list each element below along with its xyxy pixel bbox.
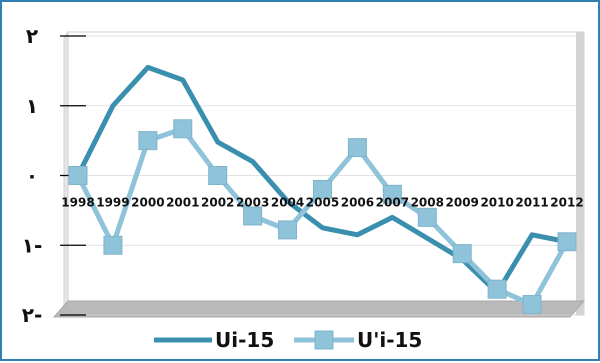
series-marker	[103, 235, 123, 255]
y-tick-label: ٢	[26, 24, 38, 48]
series-marker	[278, 220, 298, 240]
x-tick-label: 2006	[341, 196, 374, 210]
legend: Ui-15 U'i-15	[144, 320, 432, 358]
x-tick-label: 2010	[480, 196, 513, 210]
plot-walls	[52, 30, 586, 318]
side-wall	[63, 30, 69, 318]
y-tick-label: ٠	[26, 164, 38, 188]
series-group	[68, 64, 577, 315]
y-tick-label: ١	[26, 94, 38, 118]
legend-label: U'i-15	[357, 328, 422, 352]
legend-label: Ui-15	[215, 328, 274, 352]
series-marker	[452, 244, 472, 264]
chart-floor	[52, 300, 586, 318]
x-tick-label: 2012	[550, 196, 583, 210]
x-tick-label: 2002	[201, 196, 234, 210]
x-tick-label: 2009	[446, 196, 479, 210]
right-wall	[576, 32, 584, 315]
x-tick-label: 1999	[96, 196, 129, 210]
y-tick-label: ١-	[22, 233, 43, 257]
series-marker	[68, 166, 88, 185]
series-marker	[313, 179, 332, 199]
y-tick-label: ٢-	[22, 303, 43, 327]
series-marker	[173, 119, 193, 139]
series-marker	[382, 184, 402, 204]
series-line	[75, 64, 570, 296]
x-tick-label: 2001	[166, 196, 199, 210]
x-tick-label: 1998	[61, 196, 94, 210]
series-marker	[138, 131, 158, 151]
x-tick-label: 2011	[515, 196, 548, 210]
series-marker	[522, 295, 542, 315]
x-tick-label: 2007	[376, 196, 409, 210]
series-marker	[243, 206, 263, 226]
series-marker	[487, 279, 507, 299]
x-tick-label: 2004	[271, 196, 304, 210]
back-wall	[67, 31, 585, 316]
legend-swatch-marker	[314, 330, 334, 350]
series-marker	[417, 207, 437, 227]
x-tick-label: 2005	[306, 196, 339, 210]
x-tick-label: 2000	[131, 196, 164, 210]
series-marker	[557, 232, 577, 252]
line-chart: ٢- ١- ٠ ١ ٢ 1998 1999 2000 2001 2002 2003 2004 2005…	[22, 24, 586, 358]
x-axis-ticks: 1998 1999 2000 2001 2002 2003 2004 2005 2006 2007…	[61, 196, 583, 210]
x-tick-label: 2008	[411, 196, 444, 210]
series-marker	[208, 166, 228, 185]
y-axis-ticks: ٢- ١- ٠ ١ ٢	[22, 24, 43, 327]
series-marker	[347, 138, 367, 158]
x-tick-label: 2003	[236, 196, 269, 210]
